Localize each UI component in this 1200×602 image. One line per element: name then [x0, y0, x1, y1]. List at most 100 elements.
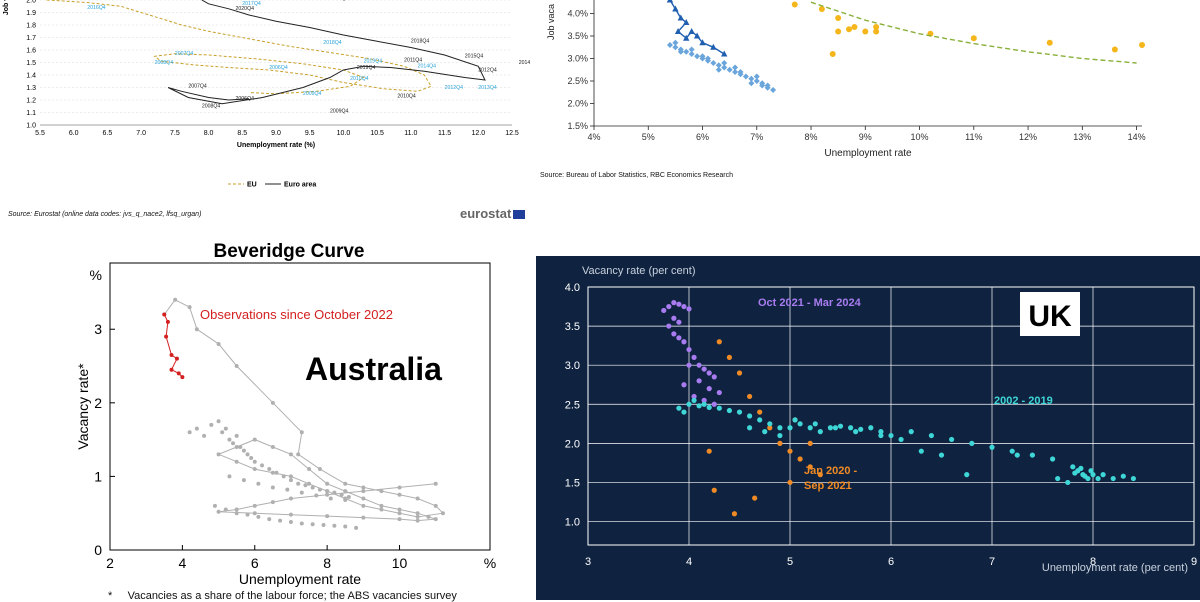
au-grey-marker — [270, 400, 275, 405]
au-grey-marker — [325, 489, 330, 494]
au-red-marker — [174, 356, 179, 361]
uk-cyan-marker — [706, 404, 712, 410]
eu-x-tick-label: 9.5 — [305, 130, 315, 137]
eu-y-tick-label: 1.2 — [26, 98, 36, 105]
au-grey-marker — [252, 467, 257, 472]
us-dot-marker — [846, 26, 853, 33]
us-triangle-marker — [674, 28, 682, 34]
uk-cyan-marker — [676, 405, 682, 411]
au-recent-line — [163, 314, 183, 378]
uk-x-tick-label: 3 — [585, 556, 591, 568]
au-grey-marker — [227, 437, 232, 442]
au-grey-marker — [281, 474, 286, 479]
us-y-tick-label: 1.5% — [567, 121, 588, 131]
au-grey-marker — [173, 297, 178, 302]
uk-orange-marker — [757, 409, 763, 415]
au-x-tick-label: 10 — [392, 555, 408, 571]
uk-x-tick-label: 5 — [787, 556, 793, 568]
uk-orange-marker — [752, 495, 758, 501]
us-x-tick-label: 14% — [1128, 132, 1146, 142]
us-diamond-marker — [748, 75, 755, 82]
au-grey-marker — [288, 520, 293, 525]
au-grey-marker — [397, 507, 402, 512]
uk-orange-marker — [767, 425, 773, 431]
us-triangle-marker — [683, 19, 690, 25]
au-grey-marker — [245, 452, 250, 457]
uk-cyan-marker — [848, 425, 854, 431]
au-grey-marker — [227, 474, 232, 479]
au-grey-marker — [343, 489, 348, 494]
au-grey-marker — [317, 467, 322, 472]
au-grey-marker — [209, 422, 214, 427]
au-y-tick-label: 1 — [94, 468, 102, 484]
au-grey-marker — [288, 478, 293, 483]
us-diamond-marker — [737, 69, 744, 75]
au-red-marker — [169, 367, 174, 372]
us-diamond-marker — [672, 44, 679, 51]
uk-purple-marker — [666, 323, 672, 329]
au-grey-marker — [234, 444, 239, 449]
us-dot-marker — [1139, 42, 1145, 48]
us-beveridge-chart: 4% 5% 6% 7% 8% 9% 10% 11% 12% 13% 14% 1.5% 2.0% 2.5% 3… — [546, 0, 1146, 159]
uk-cyan-marker — [777, 425, 783, 431]
uk-orange-marker — [716, 339, 722, 345]
au-x-axis-title: Unemployment rate — [239, 571, 361, 587]
eu-legend-label: EU — [247, 182, 257, 189]
eu-point-label: 2020Q4 — [236, 6, 255, 12]
uk-plot-frame — [587, 286, 1195, 546]
au-grey-marker — [328, 496, 333, 501]
au-red-marker — [164, 334, 169, 339]
au-grey-marker — [212, 503, 217, 508]
us-axes: 4% 5% 6% 7% 8% 9% 10% 11% 12% 13% 14% 1.5% 2.0% 2.5% 3… — [546, 0, 1146, 159]
us-trend-line — [810, 1, 1137, 64]
uk-cyan-marker — [792, 417, 798, 423]
eu-x-tick-label: 12.5 — [505, 130, 519, 137]
uk-cyan-marker — [696, 403, 702, 409]
au-grey-marker — [241, 478, 246, 483]
eu-source-text: Source: Eurostat (online data codes: jvs… — [8, 211, 202, 218]
us-triangle-marker — [683, 34, 690, 41]
au-grey-marker — [433, 481, 438, 486]
uk-cyan-marker — [762, 429, 768, 435]
uk-cyan-marker — [969, 440, 975, 446]
uk-purple-marker — [711, 374, 717, 380]
eu-point-label: 2014Q4 — [418, 64, 437, 70]
eu-point-label: 2007Q4 — [188, 84, 207, 90]
eurostat-logo: eurostat — [460, 206, 526, 221]
eu-point-label: 2008Q4 — [202, 104, 221, 110]
uk-cyan-marker — [1095, 475, 1101, 482]
uk-purple-marker — [676, 301, 682, 307]
uk-x-tick-label: 7 — [989, 556, 995, 568]
au-y-tick-label: % — [90, 267, 102, 283]
us-y-tick-label: 4.0% — [567, 9, 588, 19]
au-beveridge-chart: 2 4 6 8 10 % 0 1 2 3% Unemployment rate Vacancy rat… — [75, 241, 496, 587]
au-grey-marker — [343, 481, 348, 486]
au-grey-marker — [332, 490, 337, 495]
euro-area-legend-label: Euro area — [284, 182, 316, 189]
au-grey-marker — [299, 430, 304, 435]
uk-cyan-marker — [757, 417, 763, 423]
eu-x-tick-label: 12.0 — [471, 130, 485, 137]
us-y-tick-label: 2.0% — [567, 99, 588, 109]
uk-cyan-marker — [1050, 456, 1056, 462]
eu-x-tick-label: 11.0 — [404, 130, 417, 137]
uk-cyan-marker — [747, 413, 753, 419]
au-series — [162, 297, 445, 530]
au-grey-marker — [426, 514, 431, 519]
euro-area-series-line — [167, 0, 486, 105]
us-diamond-marker — [726, 66, 733, 73]
uk-purple-marker — [661, 307, 667, 314]
au-country-label: Australia — [305, 351, 442, 387]
us-dot-marker — [851, 24, 858, 30]
au-grey-marker — [245, 512, 250, 517]
au-x-tick-label: 4 — [178, 555, 186, 571]
uk-y-tick-label: 3.5 — [565, 321, 580, 333]
uk-orange-marker — [726, 354, 732, 360]
uk-purple-marker — [696, 378, 702, 384]
eu-point-label: 2012Q4 — [445, 85, 464, 91]
eu-x-tick-label: 8.5 — [237, 130, 247, 137]
uk-orange-marker — [736, 370, 743, 376]
uk-cyan-marker — [1120, 473, 1126, 479]
us-diamond-marker — [721, 64, 728, 71]
